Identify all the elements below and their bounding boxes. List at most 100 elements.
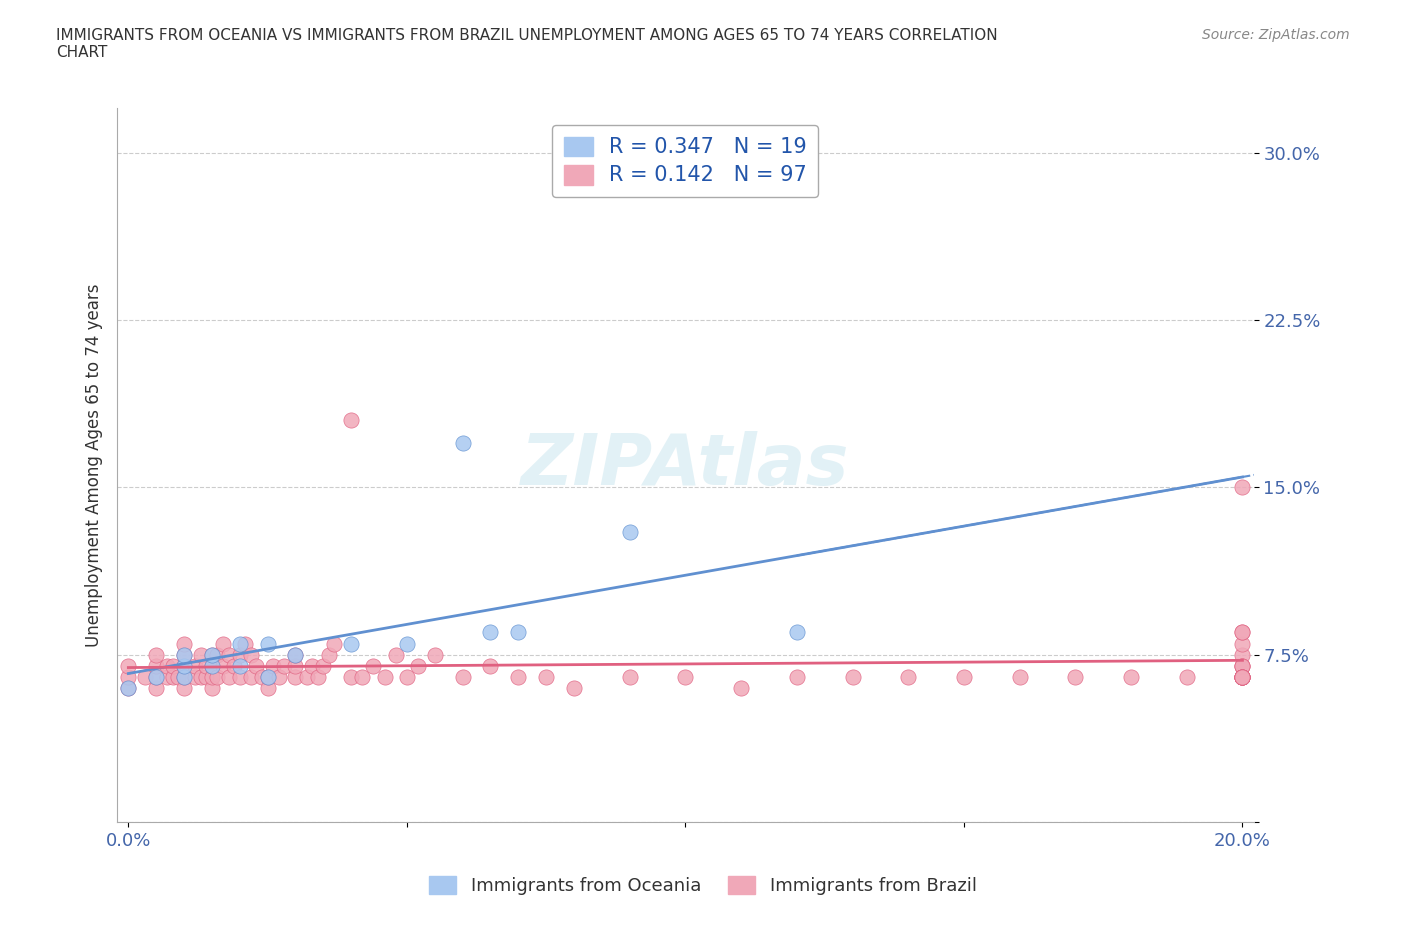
Point (184, 670, 207, 684)
Point (406, 658, 429, 673)
Point (173, 647, 195, 662)
Point (207, 647, 229, 662)
Point (173, 647, 195, 662)
Point (841, 670, 863, 684)
Point (173, 658, 195, 673)
Point (201, 681, 224, 696)
Point (190, 647, 212, 662)
Point (284, 647, 307, 662)
Point (1232, 670, 1254, 684)
Point (451, 670, 474, 684)
Point (167, 670, 190, 684)
Text: Source: ZipAtlas.com: Source: ZipAtlas.com (1202, 28, 1350, 42)
Point (245, 658, 267, 673)
Point (145, 670, 167, 684)
Point (145, 647, 167, 662)
Point (451, 435, 474, 450)
Point (384, 647, 406, 662)
Point (340, 636, 363, 651)
Point (145, 681, 167, 696)
Point (1232, 658, 1254, 673)
Point (134, 670, 156, 684)
Point (395, 670, 418, 684)
Point (1232, 658, 1254, 673)
Point (1232, 480, 1254, 495)
Point (619, 670, 641, 684)
Point (312, 658, 335, 673)
Point (323, 636, 346, 651)
Point (162, 670, 184, 684)
Point (673, 670, 696, 684)
Point (318, 647, 340, 662)
Point (479, 625, 502, 640)
Point (284, 658, 307, 673)
Legend: R = 0.347   N = 19, R = 0.142   N = 97: R = 0.347 N = 19, R = 0.142 N = 97 (553, 125, 818, 197)
Point (156, 670, 179, 684)
Point (1232, 625, 1254, 640)
Point (1232, 670, 1254, 684)
Point (508, 670, 530, 684)
Point (173, 658, 195, 673)
Point (218, 647, 240, 662)
Point (1232, 670, 1254, 684)
Point (1175, 670, 1198, 684)
Point (117, 658, 139, 673)
Point (117, 681, 139, 696)
Text: IMMIGRANTS FROM OCEANIA VS IMMIGRANTS FROM BRAZIL UNEMPLOYMENT AMONG AGES 65 TO : IMMIGRANTS FROM OCEANIA VS IMMIGRANTS FR… (56, 28, 998, 60)
Point (374, 670, 396, 684)
Point (1232, 670, 1254, 684)
Point (273, 658, 295, 673)
Point (212, 636, 235, 651)
Point (1008, 670, 1031, 684)
Point (307, 670, 329, 684)
Point (1232, 636, 1254, 651)
Point (1064, 670, 1087, 684)
Point (562, 681, 585, 696)
Point (195, 658, 218, 673)
Point (479, 658, 502, 673)
Point (786, 670, 808, 684)
Point (262, 658, 284, 673)
Point (1232, 670, 1254, 684)
Point (363, 658, 385, 673)
Point (534, 670, 557, 684)
Point (256, 670, 278, 684)
Point (786, 625, 808, 640)
Point (1232, 670, 1254, 684)
Point (117, 681, 139, 696)
Point (229, 647, 252, 662)
Point (173, 670, 195, 684)
Point (201, 658, 224, 673)
Point (212, 658, 235, 673)
Point (173, 670, 195, 684)
Point (162, 658, 184, 673)
Point (229, 658, 252, 673)
Point (256, 681, 278, 696)
Point (233, 636, 256, 651)
Point (145, 658, 167, 673)
Point (1232, 625, 1254, 640)
Point (207, 670, 229, 684)
Point (352, 670, 374, 684)
Point (229, 636, 252, 651)
Legend: Immigrants from Oceania, Immigrants from Brazil: Immigrants from Oceania, Immigrants from… (422, 869, 984, 902)
Point (423, 647, 446, 662)
Point (295, 670, 318, 684)
Point (201, 647, 224, 662)
Text: ZIPAtlas: ZIPAtlas (522, 431, 849, 499)
Point (201, 670, 224, 684)
Point (173, 636, 195, 651)
Point (201, 658, 224, 673)
Point (201, 647, 224, 662)
Point (239, 647, 262, 662)
Point (224, 658, 246, 673)
Point (239, 670, 262, 684)
Point (1232, 658, 1254, 673)
Point (195, 670, 218, 684)
Point (250, 670, 273, 684)
Point (1232, 670, 1254, 684)
Point (1119, 670, 1142, 684)
Point (117, 670, 139, 684)
Point (229, 670, 252, 684)
Point (301, 658, 323, 673)
